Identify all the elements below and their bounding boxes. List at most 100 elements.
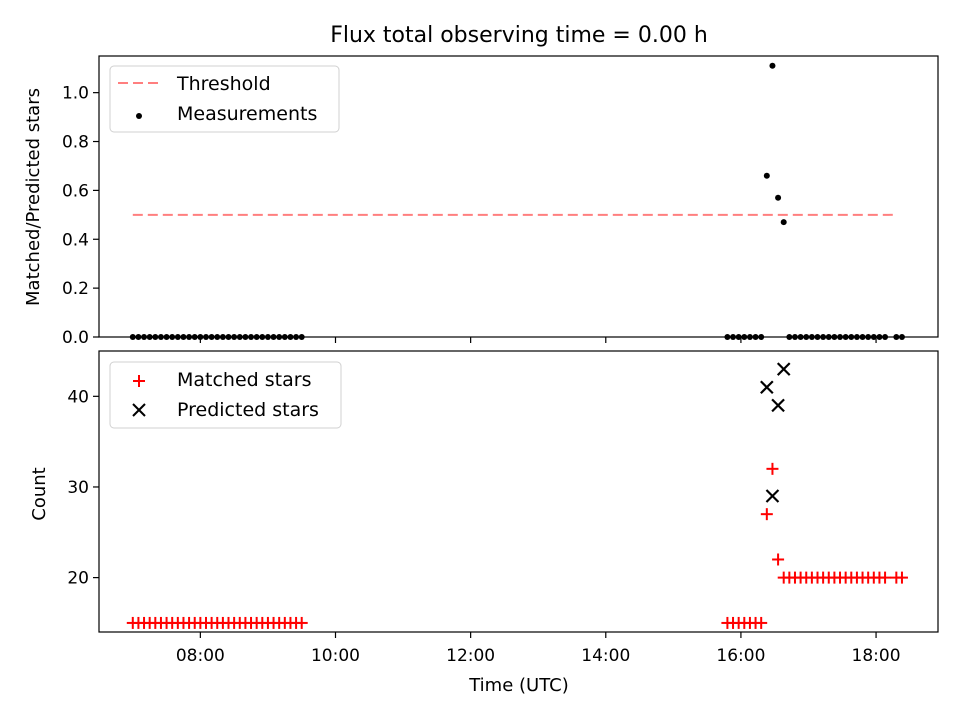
bottom-x-tick-label: 10:00 <box>311 646 360 666</box>
measurement-point <box>152 334 159 340</box>
matched-star-point <box>766 462 779 475</box>
top-y-tick-label: 0.0 <box>62 328 89 348</box>
bottom-legend: Matched stars Predicted stars <box>109 361 342 429</box>
measurement-point <box>270 334 277 340</box>
measurement-point <box>752 334 759 340</box>
predicted-star-point <box>776 362 791 376</box>
measurement-point <box>820 334 827 340</box>
measurement-point <box>146 334 153 340</box>
bottom-y-tick-label: 30 <box>67 478 89 498</box>
measurement-point <box>242 334 249 340</box>
matched-star-point <box>760 508 773 521</box>
measurement-point <box>169 334 176 340</box>
top-legend-box <box>109 65 340 133</box>
bottom-y-tick-label: 40 <box>67 387 89 407</box>
measurement-point <box>775 194 782 201</box>
legend-matched-swatch <box>133 375 145 387</box>
top-panel: 0.0 0.2 0.4 0.6 0.8 1.0 Matched/Predicted sta… <box>23 55 939 348</box>
measurement-point <box>848 334 855 340</box>
top-y-tick-label: 0.2 <box>62 279 89 299</box>
measurement-point <box>791 334 798 340</box>
matched-star-point <box>755 616 768 629</box>
bottom-x-tick-label: 16:00 <box>716 646 765 666</box>
matched-stars-points <box>126 462 908 629</box>
x-axis-label: Time (UTC) <box>468 675 569 696</box>
legend-matched-label: Matched stars <box>177 369 311 391</box>
measurement-points <box>129 62 905 340</box>
measurement-point <box>214 334 221 340</box>
measurement-point <box>865 334 872 340</box>
matched-star-point <box>895 571 908 584</box>
measurement-point <box>803 334 810 340</box>
measurement-point <box>730 334 737 340</box>
measurement-point <box>870 334 877 340</box>
legend-threshold-label: Threshold <box>176 73 271 95</box>
measurement-point <box>797 334 804 340</box>
measurement-point <box>769 62 776 69</box>
legend-predicted-swatch <box>132 403 146 417</box>
measurement-point <box>746 334 753 340</box>
measurement-point <box>157 334 164 340</box>
predicted-star-point <box>760 380 774 395</box>
measurement-point <box>186 334 193 340</box>
measurement-point <box>264 334 271 340</box>
legend-measurements-label: Measurements <box>177 103 317 125</box>
legend-predicted-label: Predicted stars <box>177 399 319 421</box>
measurement-point <box>293 334 300 340</box>
measurement-point <box>197 334 204 340</box>
bottom-x-axis: 08:00 10:00 12:00 14:00 16:00 18:00 <box>176 632 901 666</box>
bottom-plot-frame <box>98 350 939 633</box>
measurement-point <box>758 334 765 340</box>
top-y-tick-label: 0.4 <box>62 230 89 250</box>
measurement-point <box>253 334 260 340</box>
measurement-point <box>814 334 821 340</box>
bottom-x-tick-label: 14:00 <box>581 646 630 666</box>
measurement-point <box>287 334 294 340</box>
measurement-point <box>135 334 142 340</box>
bottom-legend-box <box>109 361 342 429</box>
measurement-point <box>180 334 187 340</box>
measurement-point <box>837 334 844 340</box>
matched-star-point <box>879 571 892 584</box>
measurement-point <box>202 334 209 340</box>
measurement-point <box>225 334 232 340</box>
measurement-point <box>174 334 181 340</box>
measurement-point <box>298 334 305 340</box>
measurement-point <box>276 334 283 340</box>
top-y-axis: 0.0 0.2 0.4 0.6 0.8 1.0 <box>62 84 99 348</box>
matched-star-point <box>295 616 308 629</box>
measurement-point <box>763 172 770 179</box>
predicted-stars-points <box>760 362 791 503</box>
measurement-point <box>248 334 255 340</box>
measurement-point <box>876 334 883 340</box>
measurement-point <box>898 334 905 340</box>
chart-title: Flux total observing time = 0.00 h <box>330 23 708 48</box>
top-y-tick-label: 0.8 <box>62 133 89 153</box>
measurement-point <box>831 334 838 340</box>
measurement-point <box>741 334 748 340</box>
top-plot-frame <box>98 55 939 338</box>
measurement-point <box>231 334 238 340</box>
measurement-point <box>786 334 793 340</box>
measurement-point <box>735 334 742 340</box>
measurement-point <box>129 334 136 340</box>
measurement-point <box>853 334 860 340</box>
top-y-tick-label: 1.0 <box>62 84 89 104</box>
measurement-point <box>141 334 148 340</box>
top-y-axis-label: Matched/Predicted stars <box>23 88 44 306</box>
measurement-point <box>724 334 731 340</box>
measurement-point <box>163 334 170 340</box>
top-legend: Threshold Measurements <box>109 65 340 133</box>
bottom-x-tick-label: 08:00 <box>176 646 225 666</box>
measurement-point <box>259 334 266 340</box>
predicted-star-point <box>771 398 785 413</box>
measurement-point <box>825 334 832 340</box>
measurement-point <box>236 334 243 340</box>
measurement-point <box>281 334 288 340</box>
bottom-y-axis-label: Count <box>29 467 50 520</box>
measurement-point <box>808 334 815 340</box>
bottom-x-tick-label: 12:00 <box>446 646 495 666</box>
bottom-x-tick-label: 18:00 <box>852 646 901 666</box>
measurement-point <box>882 334 889 340</box>
